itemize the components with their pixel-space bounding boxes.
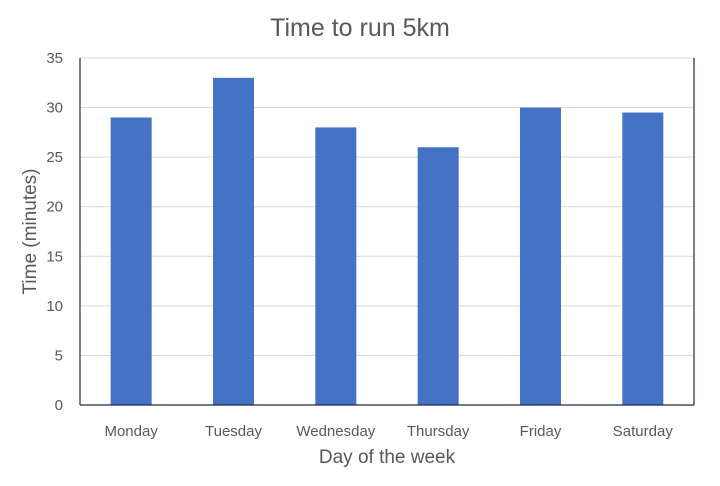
y-tick-label: 20: [46, 199, 63, 216]
x-tick-label: Tuesday: [205, 423, 262, 440]
y-tick-label: 35: [46, 50, 63, 67]
x-tick-label: Friday: [520, 423, 562, 440]
x-tick-labels: Monday Tuesday Wednesday Thursday Friday Satu…: [104, 423, 673, 440]
y-tick-label: 10: [46, 298, 63, 315]
bar-saturday: [622, 112, 664, 406]
x-tick-label: Thursday: [407, 423, 470, 440]
bar-wednesday: [315, 127, 357, 406]
y-tick-labels: 0 5 10 15 20 25 30 35: [46, 50, 63, 414]
bar-friday: [520, 107, 561, 406]
y-tick-label: 25: [46, 149, 63, 166]
x-axis-title: Day of the week: [319, 447, 456, 468]
x-tick-label: Saturday: [613, 423, 674, 440]
y-axis-title: Time (minutes): [20, 169, 41, 295]
x-tick-label: Wednesday: [296, 423, 375, 440]
y-tick-label: 30: [46, 100, 63, 117]
bar-monday: [110, 117, 152, 405]
x-tick-label: Monday: [104, 423, 158, 440]
bars: [110, 77, 664, 406]
y-tick-label: 15: [46, 248, 63, 265]
y-tick-label: 5: [55, 347, 63, 364]
y-tick-label: 0: [55, 397, 63, 414]
chart-title: Time to run 5km: [270, 14, 450, 42]
bar-thursday: [417, 147, 459, 405]
bar-tuesday: [213, 77, 254, 405]
gridlines: [80, 57, 694, 356]
